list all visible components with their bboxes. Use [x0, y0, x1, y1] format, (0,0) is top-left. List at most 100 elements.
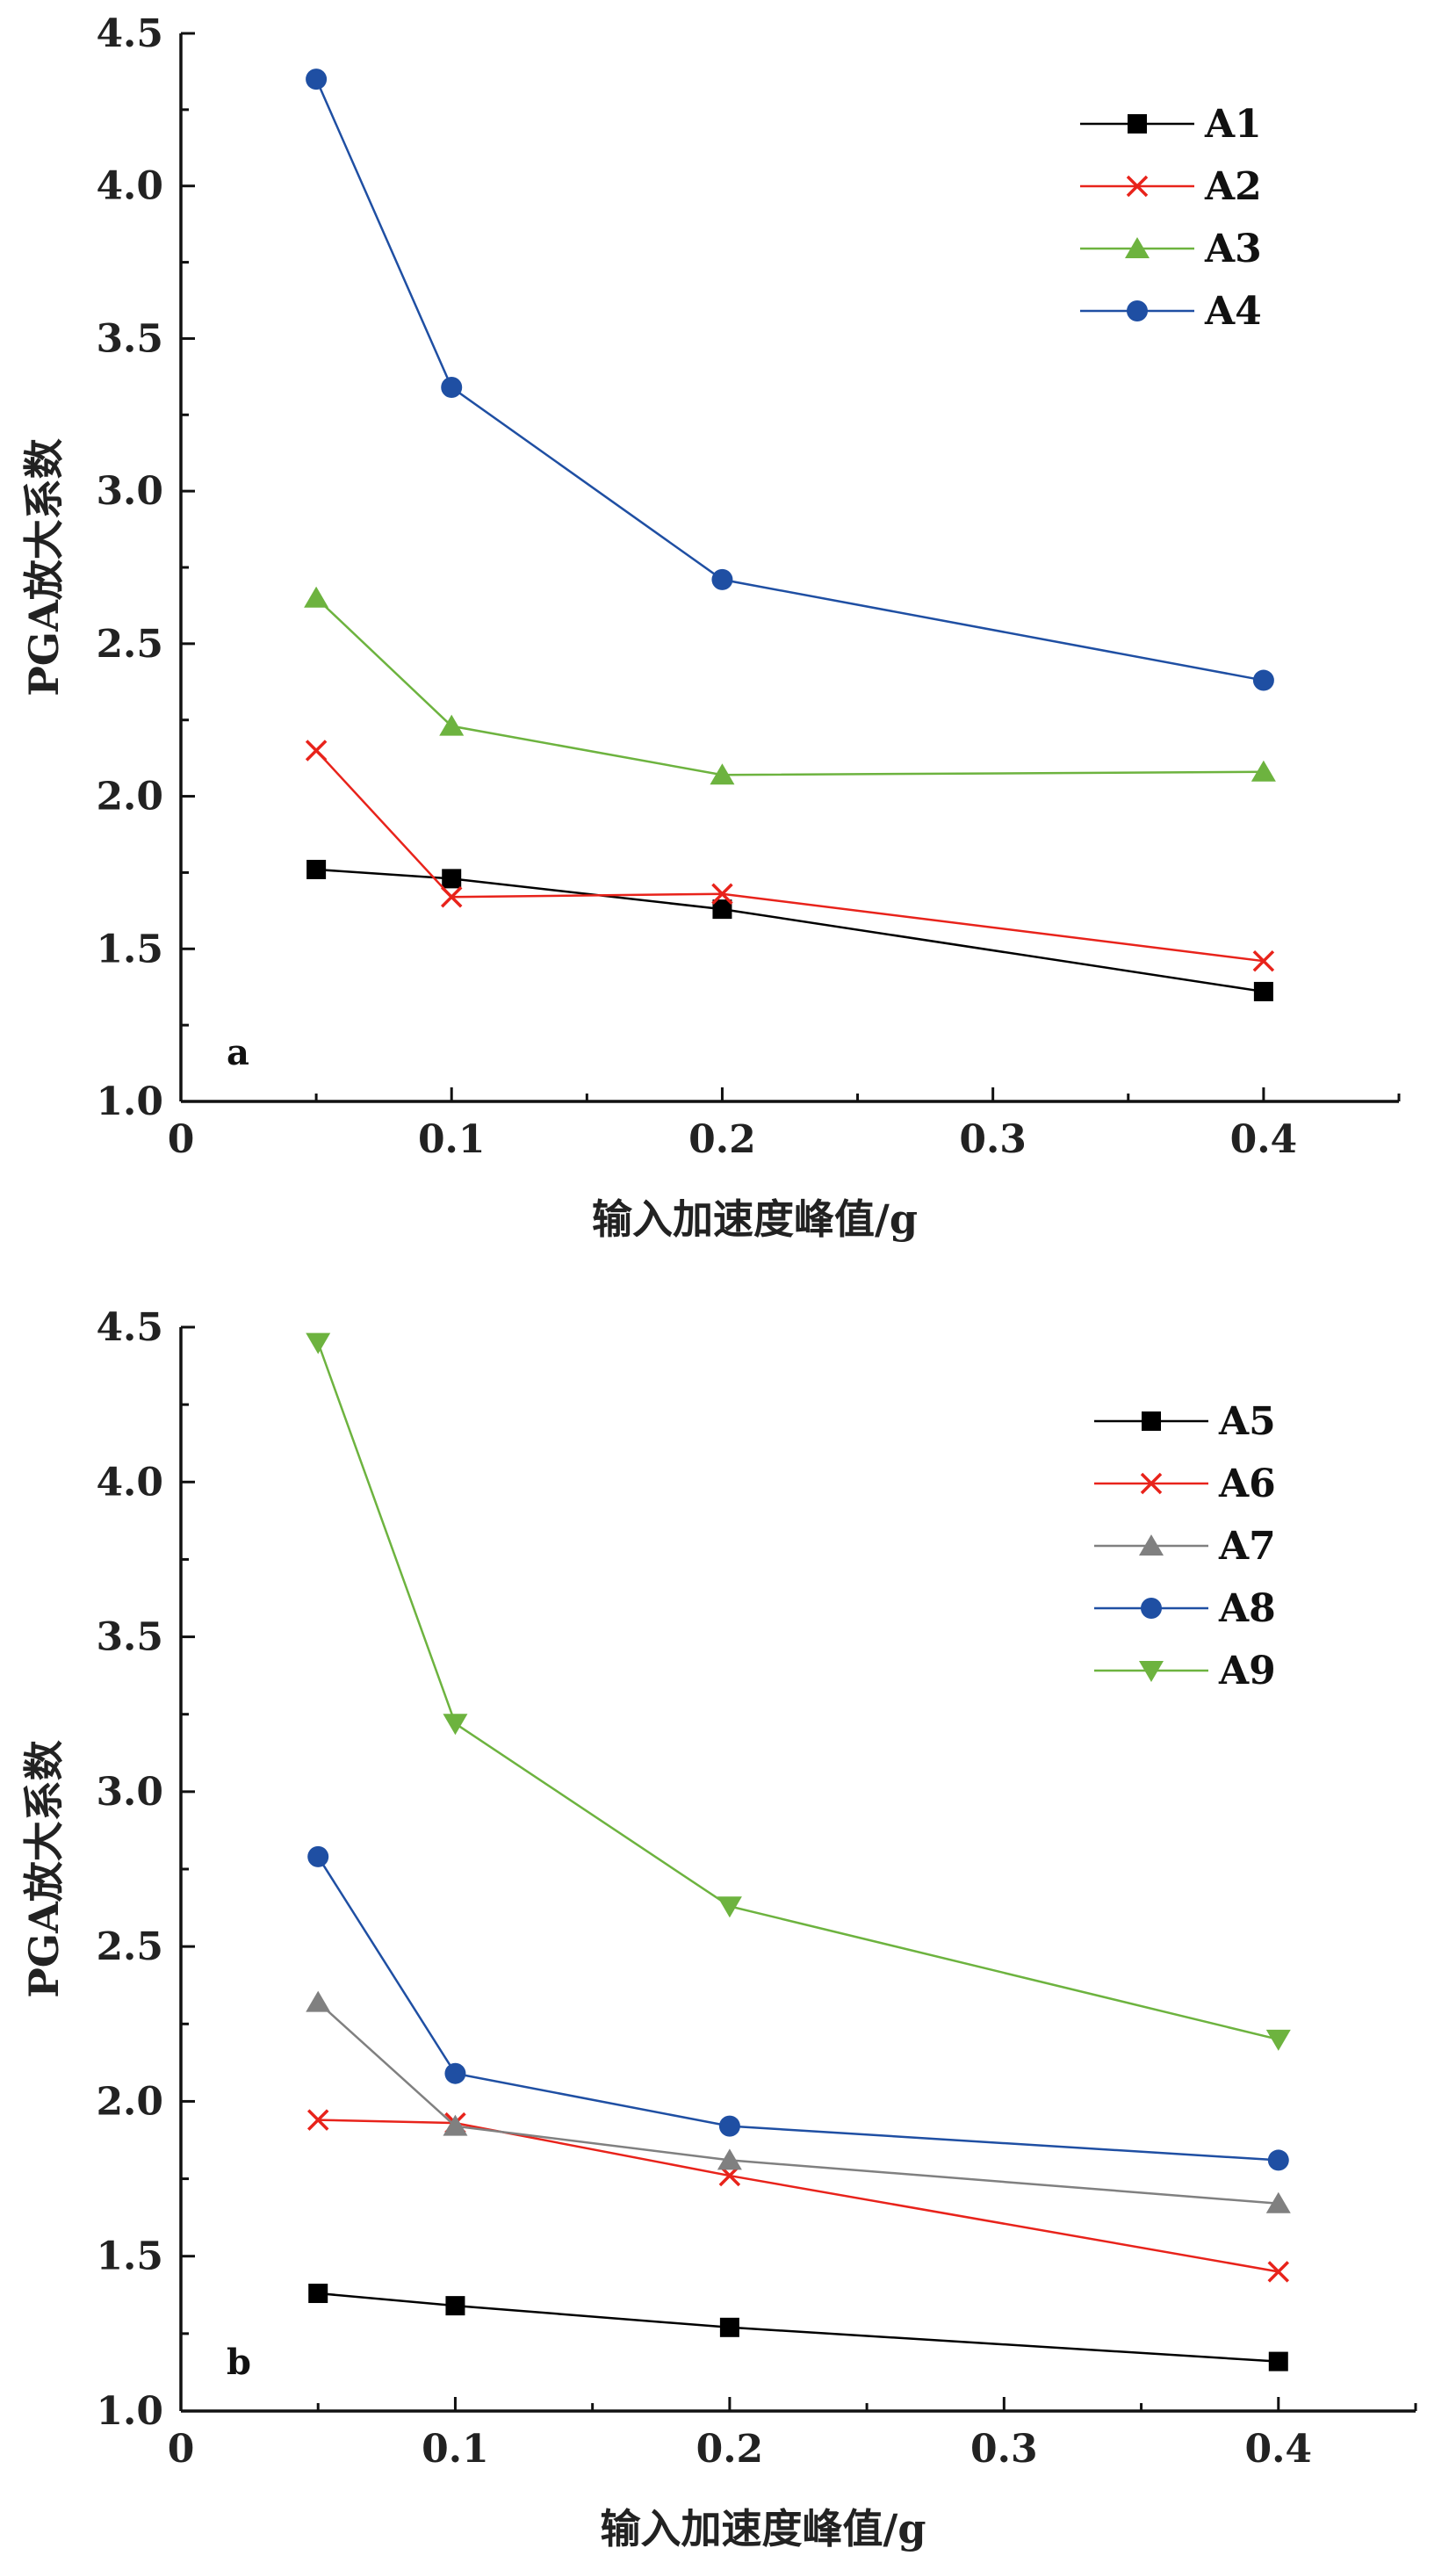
legend-marker-A1 [1128, 114, 1147, 134]
x-axis-title: 输入加速度峰值/g [601, 2505, 926, 2552]
series-line-A5 [318, 2292, 1279, 2363]
series-line-A9 [317, 1342, 1279, 2041]
data-point-A3 [304, 586, 329, 608]
data-point-A8 [718, 2115, 740, 2137]
legend-item-A6: A6 [1094, 1462, 1276, 1506]
y-tick-label: 4.0 [96, 1460, 163, 1505]
data-point-A1 [442, 869, 462, 889]
legend-marker-A2 [1126, 175, 1149, 198]
data-point-A5 [308, 2284, 328, 2304]
y-axis-title: PGA放大系数 [20, 438, 68, 697]
y-axis-title: PGA放大系数 [20, 1740, 68, 1998]
x-tick-label: 0.3 [970, 2427, 1038, 2472]
legend-marker-A4 [1127, 300, 1148, 321]
y-tick-label: 1.0 [96, 1079, 163, 1124]
legend-item-A4: A4 [1080, 289, 1262, 334]
y-tick-label: 1.5 [96, 927, 163, 971]
legend-item-A2: A2 [1080, 164, 1262, 209]
legend-label: A8 [1218, 1586, 1276, 1631]
data-point-A7 [1265, 2191, 1291, 2213]
x-tick-label: 0.4 [1244, 2427, 1312, 2472]
x-tick-label: 0.1 [418, 1117, 486, 1162]
series-line-A3 [315, 596, 1264, 776]
data-point-A4 [306, 69, 328, 90]
series-A3 [304, 586, 1276, 785]
data-point-A1 [306, 859, 327, 879]
data-point-A3 [439, 714, 465, 736]
legend-label: A7 [1218, 1524, 1276, 1569]
series-line-A7 [317, 2001, 1279, 2205]
series-A2 [305, 740, 1275, 972]
data-point-A4 [711, 568, 733, 590]
data-point-A9 [1265, 2029, 1291, 2051]
panel-label: b [227, 2342, 251, 2383]
data-point-A2 [1252, 949, 1275, 972]
y-tick-label: 3.5 [96, 1615, 163, 1660]
legend-label: A3 [1204, 227, 1262, 271]
data-point-A9 [717, 1896, 742, 1918]
data-point-A4 [441, 377, 463, 399]
legend-marker-A6 [1140, 1472, 1163, 1495]
data-point-A5 [445, 2296, 465, 2316]
legend-label: A6 [1218, 1462, 1276, 1506]
series-A4 [306, 69, 1274, 691]
data-point-A5 [1268, 2351, 1288, 2371]
legend-item-A8: A8 [1094, 1586, 1276, 1631]
data-point-A6 [1267, 2261, 1290, 2283]
x-tick-label: 0.4 [1230, 1117, 1298, 1162]
y-tick-label: 4.0 [96, 164, 163, 209]
series-line-A8 [317, 1856, 1279, 2162]
x-tick-label: 0.2 [688, 1117, 756, 1162]
data-point-A2 [711, 883, 733, 905]
legend-item-A5: A5 [1094, 1399, 1276, 1444]
y-tick-label: 4.5 [96, 11, 163, 56]
y-tick-label: 3.5 [96, 316, 163, 361]
data-point-A2 [440, 885, 463, 908]
y-tick-label: 2.5 [96, 622, 163, 667]
series-A9 [306, 1332, 1291, 2051]
series-A6 [306, 2109, 1290, 2283]
series-A1 [306, 859, 1273, 1001]
series-A7 [306, 1990, 1291, 2213]
data-point-A6 [306, 2109, 329, 2131]
series-line-A6 [318, 2119, 1279, 2273]
data-point-A9 [443, 1714, 468, 1736]
legend-marker-A5 [1142, 1411, 1161, 1431]
y-tick-label: 2.5 [96, 1924, 163, 1969]
data-point-A7 [306, 1990, 331, 2012]
y-tick-label: 3.0 [96, 469, 163, 514]
data-point-A3 [710, 763, 735, 785]
legend-marker-A7 [1139, 1534, 1164, 1556]
data-point-A8 [444, 2062, 466, 2084]
x-tick-label: 0 [168, 1117, 195, 1162]
legend-label: A5 [1218, 1399, 1276, 1444]
series-A8 [307, 1845, 1289, 2171]
chart-panel-b: 0 0.1 0.2 0.3 0.4 1.0 1.5 2.0 2.5 3.0 3.5 4.0 4.5 输入加… [20, 1305, 1417, 2552]
data-point-A1 [712, 899, 732, 920]
legend-marker-A9 [1139, 1661, 1164, 1682]
legend-marker-A3 [1125, 237, 1150, 258]
x-tick-label: 0.3 [959, 1117, 1027, 1162]
data-point-A7 [443, 2114, 468, 2136]
y-tick-label: 2.0 [96, 2079, 163, 2124]
x-axis-title: 输入加速度峰值/g [592, 1195, 918, 1243]
y-tick-label: 4.5 [96, 1305, 163, 1350]
legend-item-A1: A1 [1080, 102, 1262, 147]
legend-item-A7: A7 [1094, 1524, 1276, 1569]
y-tick-label: 1.5 [96, 2234, 163, 2279]
data-point-A5 [719, 2317, 739, 2337]
series-line-A2 [315, 749, 1265, 963]
legend-marker-A8 [1141, 1598, 1162, 1619]
series-line-A4 [314, 78, 1265, 682]
data-point-A4 [1252, 669, 1274, 691]
y-tick-label: 2.0 [96, 775, 163, 819]
y-tick-label: 3.0 [96, 1770, 163, 1815]
data-point-A8 [307, 1845, 329, 1867]
data-point-A1 [1253, 981, 1273, 1001]
series-line-A1 [316, 868, 1265, 993]
panel-label: a [227, 1032, 249, 1073]
legend-label: A9 [1218, 1649, 1276, 1693]
data-point-A2 [305, 740, 328, 762]
x-tick-label: 0 [168, 2427, 195, 2472]
